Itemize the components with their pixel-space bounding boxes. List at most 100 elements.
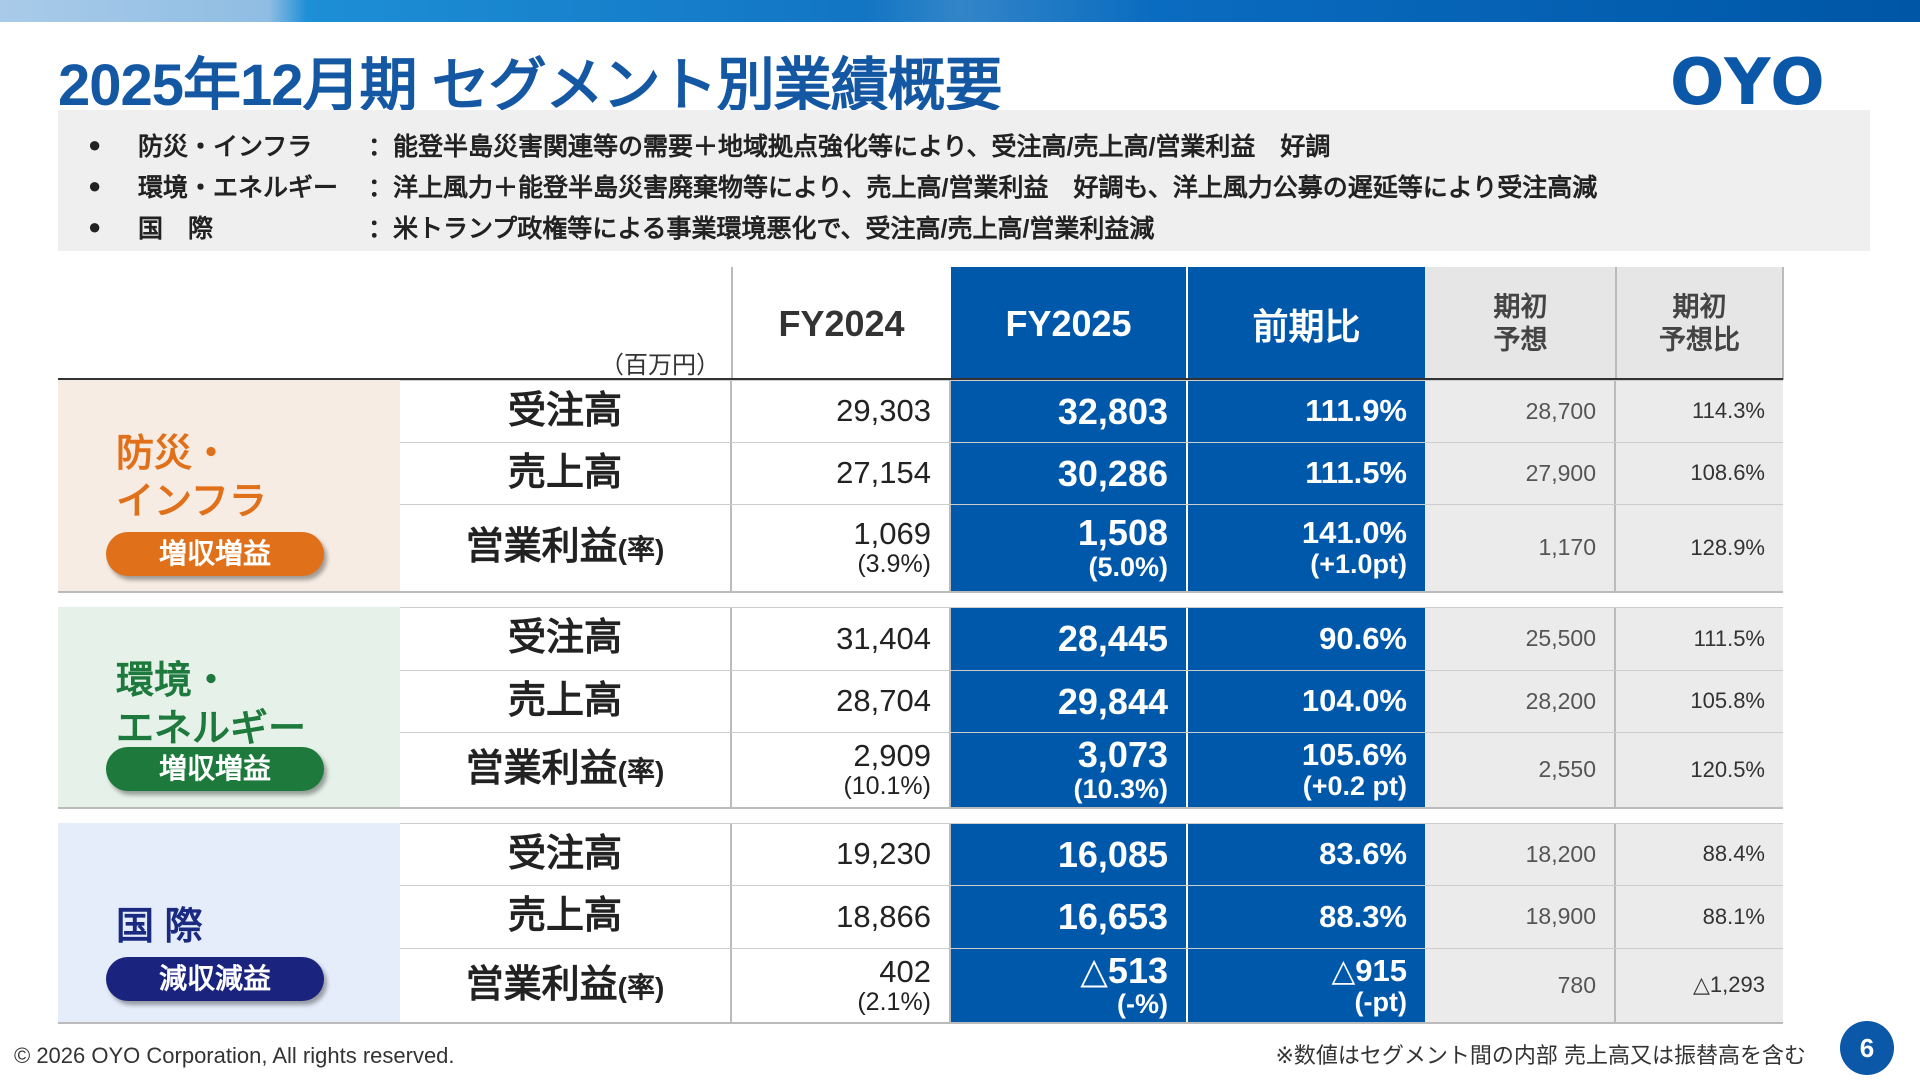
divider bbox=[1615, 267, 1617, 380]
metric-name: 営業利益 bbox=[465, 963, 618, 1006]
fy2025-cell: 28,445 bbox=[951, 608, 1188, 670]
summary-segment: 環境・エネルギー bbox=[138, 173, 339, 202]
forecast-ratio-value: 114.3% bbox=[1692, 398, 1765, 424]
header-yoy: 前期比 bbox=[1188, 267, 1425, 380]
fy2024-value: 19,230 bbox=[836, 836, 931, 872]
table-row: 受注高 19,230 16,085 83.6% 18,200 88.4% bbox=[400, 823, 1783, 885]
forecast-cell: 25,500 bbox=[1425, 608, 1616, 670]
yoy-value: 83.6% bbox=[1319, 836, 1407, 872]
fy2024-sub: (2.1%) bbox=[857, 987, 931, 1016]
forecast-value: 28,700 bbox=[1525, 397, 1596, 424]
fy2024-cell: 19,230 bbox=[732, 824, 951, 885]
metric-label: 売上高 bbox=[400, 671, 732, 732]
yoy-value: 111.9% bbox=[1305, 393, 1407, 429]
yoy-value: △915 bbox=[1331, 952, 1407, 988]
footnote: ※数値はセグメント間の内部 売上高又は振替高を含む bbox=[1275, 1043, 1806, 1068]
fy2025-cell: 16,653 bbox=[951, 886, 1188, 948]
table-row: 営業利益(率) 1,069 (3.9%) 1,508 (5.0%) 141.0% (+… bbox=[400, 504, 1783, 591]
segment-status-badge: 減収減益 bbox=[106, 957, 324, 1001]
forecast-cell: 27,900 bbox=[1425, 443, 1616, 504]
summary-box: ● 防災・インフラ ：能登半島災害関連等の需要＋地域拠点強化等により、受注高/売… bbox=[58, 110, 1870, 251]
yoy-cell: 105.6% (+0.2 pt) bbox=[1188, 733, 1425, 807]
metric-label: 受注高 bbox=[400, 608, 732, 670]
yoy-value: 90.6% bbox=[1319, 620, 1407, 656]
fy2025-value: 30,286 bbox=[1057, 452, 1168, 494]
forecast-ratio-cell: 108.6% bbox=[1616, 443, 1783, 504]
summary-segment: 国 際 bbox=[138, 214, 214, 243]
metric-name: 営業利益 bbox=[465, 526, 618, 569]
metric-name: 受注高 bbox=[507, 389, 622, 432]
table-row: 売上高 18,866 16,653 88.3% 18,900 88.1% bbox=[400, 885, 1783, 948]
summary-line: ● 防災・インフラ ：能登半島災害関連等の需要＋地域拠点強化等により、受注高/売… bbox=[58, 124, 1870, 165]
metric-rate: (率) bbox=[617, 756, 665, 788]
forecast-cell: 780 bbox=[1425, 949, 1616, 1022]
yoy-value: 141.0% bbox=[1301, 515, 1407, 551]
summary-line: ● 国 際 ：米トランプ政権等による事業環境悪化で、受注高/売上高/営業利益減 bbox=[58, 206, 1870, 247]
forecast-ratio-value: 108.6% bbox=[1690, 460, 1765, 486]
segment-label: 防災・ インフラ 増収増益 bbox=[58, 380, 400, 591]
fy2024-value: 1,069 bbox=[853, 516, 931, 552]
metric-rate: (率) bbox=[617, 971, 665, 1003]
forecast-ratio-cell: 88.4% bbox=[1616, 824, 1783, 885]
summary-text: ：米トランプ政権等による事業環境悪化で、受注高/売上高/営業利益減 bbox=[368, 214, 1155, 243]
bullet-icon: ● bbox=[88, 131, 102, 157]
segment-section: 国 際 減収減益 受注高 19,230 16,085 83.6% 18,200 … bbox=[58, 823, 1783, 1024]
yoy-cell: 83.6% bbox=[1188, 824, 1425, 885]
fy2025-cell: 3,073 (10.3%) bbox=[951, 733, 1188, 807]
table-row: 営業利益(率) 402 (2.1%) △513 (-%) △915 (-pt) 780… bbox=[400, 948, 1783, 1022]
fy2024-value: 31,404 bbox=[836, 620, 931, 656]
forecast-value: 1,170 bbox=[1538, 534, 1596, 561]
yoy-cell: 141.0% (+1.0pt) bbox=[1188, 505, 1425, 591]
page-title: 2025年12月期 セグメント別業績概要 bbox=[58, 53, 1003, 118]
fy2025-sub: (10.3%) bbox=[1073, 773, 1168, 804]
segment-section: 防災・ インフラ 増収増益 受注高 29,303 32,803 111.9% 2… bbox=[58, 380, 1783, 593]
summary-text: ：能登半島災害関連等の需要＋地域拠点強化等により、受注高/売上高/営業利益 好調 bbox=[368, 132, 1331, 161]
metric-label: 受注高 bbox=[400, 824, 732, 885]
forecast-ratio-cell: 128.9% bbox=[1616, 505, 1783, 591]
yoy-cell: 90.6% bbox=[1188, 608, 1425, 670]
segment-name: 国 際 bbox=[116, 906, 203, 948]
oyo-logo: OYO bbox=[1670, 46, 1827, 120]
metric-label: 売上高 bbox=[400, 443, 732, 504]
fy2024-value: 18,866 bbox=[836, 898, 931, 934]
fy2024-cell: 1,069 (3.9%) bbox=[732, 505, 951, 591]
yoy-value: 104.0% bbox=[1301, 683, 1407, 719]
fy2025-value: 16,085 bbox=[1057, 833, 1168, 875]
yoy-value: 105.6% bbox=[1301, 737, 1407, 773]
fy2024-value: 2,909 bbox=[853, 738, 931, 774]
forecast-ratio-cell: △1,293 bbox=[1616, 949, 1783, 1022]
forecast-cell: 2,550 bbox=[1425, 733, 1616, 807]
fy2025-cell: 1,508 (5.0%) bbox=[951, 505, 1188, 591]
yoy-cell: 111.5% bbox=[1188, 443, 1425, 504]
metric-name: 営業利益 bbox=[465, 748, 618, 791]
segment-label: 国 際 減収減益 bbox=[58, 823, 400, 1022]
fy2024-value: 402 bbox=[879, 953, 931, 989]
forecast-value: 18,900 bbox=[1525, 903, 1596, 930]
table-row: 売上高 27,154 30,286 111.5% 27,900 108.6% bbox=[400, 442, 1783, 504]
fy2025-cell: 32,803 bbox=[951, 381, 1188, 442]
bullet-icon: ● bbox=[88, 172, 102, 198]
metric-name: 売上高 bbox=[507, 895, 622, 938]
fy2024-value: 29,303 bbox=[836, 393, 931, 429]
forecast-ratio-cell: 105.8% bbox=[1616, 671, 1783, 732]
forecast-value: 27,900 bbox=[1525, 459, 1596, 486]
fy2025-cell: 30,286 bbox=[951, 443, 1188, 504]
fy2025-value: 16,653 bbox=[1057, 896, 1168, 938]
unit-label: （百万円） bbox=[600, 352, 720, 379]
metric-name: 受注高 bbox=[507, 617, 622, 660]
table-row: 受注高 29,303 32,803 111.9% 28,700 114.3% bbox=[400, 380, 1783, 442]
yoy-sub: (+1.0pt) bbox=[1310, 549, 1407, 580]
fy2024-cell: 402 (2.1%) bbox=[732, 949, 951, 1022]
metric-label: 売上高 bbox=[400, 886, 732, 948]
fy2024-cell: 31,404 bbox=[732, 608, 951, 670]
fy2025-value: 1,508 bbox=[1077, 512, 1168, 554]
fy2024-sub: (3.9%) bbox=[857, 550, 931, 579]
forecast-cell: 28,700 bbox=[1425, 381, 1616, 442]
forecast-ratio-cell: 111.5% bbox=[1616, 608, 1783, 670]
forecast-ratio-value: △1,293 bbox=[1693, 972, 1765, 998]
yoy-value: 88.3% bbox=[1319, 898, 1407, 934]
metric-name: 売上高 bbox=[507, 679, 622, 722]
metric-rate: (率) bbox=[617, 534, 665, 566]
forecast-ratio-cell: 120.5% bbox=[1616, 733, 1783, 807]
fy2025-cell: △513 (-%) bbox=[951, 949, 1188, 1022]
